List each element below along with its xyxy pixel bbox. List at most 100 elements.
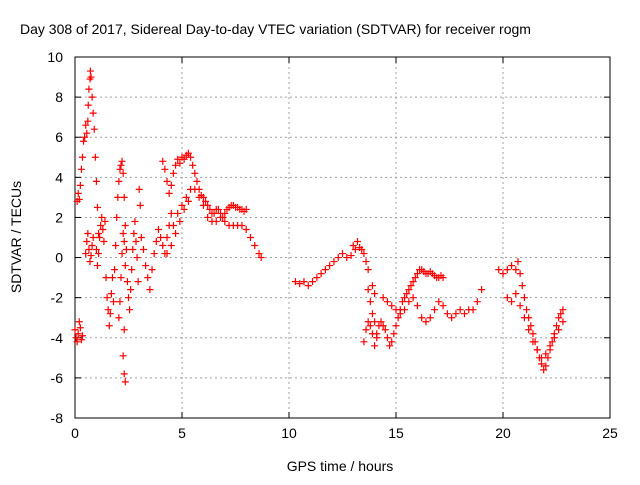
x-tick-label: 25 bbox=[602, 425, 618, 441]
data-point bbox=[381, 326, 389, 334]
data-point bbox=[132, 238, 140, 246]
data-point bbox=[117, 161, 125, 169]
data-point bbox=[403, 290, 411, 298]
data-point bbox=[80, 137, 88, 145]
data-point bbox=[448, 314, 456, 322]
data-point bbox=[113, 213, 121, 221]
data-point bbox=[193, 177, 201, 185]
data-point bbox=[409, 278, 417, 286]
data-point bbox=[334, 254, 342, 262]
data-point bbox=[84, 229, 92, 237]
data-point bbox=[366, 298, 374, 306]
data-point bbox=[78, 153, 86, 161]
data-point bbox=[104, 306, 112, 314]
data-point bbox=[242, 205, 250, 213]
y-tick-label: 0 bbox=[55, 250, 63, 266]
data-point bbox=[134, 278, 142, 286]
data-point bbox=[178, 201, 186, 209]
data-point bbox=[499, 270, 507, 278]
data-point bbox=[146, 286, 154, 294]
y-tick-label: 10 bbox=[47, 49, 63, 65]
data-point bbox=[95, 229, 103, 237]
data-point bbox=[107, 290, 115, 298]
data-point bbox=[191, 169, 199, 177]
data-point bbox=[364, 286, 372, 294]
data-point bbox=[169, 169, 177, 177]
data-point bbox=[371, 342, 379, 350]
data-point bbox=[139, 246, 147, 254]
data-point bbox=[326, 262, 334, 270]
data-point bbox=[77, 165, 85, 173]
data-point bbox=[362, 326, 370, 334]
data-point bbox=[174, 209, 182, 217]
data-point bbox=[123, 278, 131, 286]
data-point bbox=[137, 234, 145, 241]
data-point bbox=[255, 250, 263, 258]
data-point bbox=[83, 238, 91, 246]
data-point bbox=[221, 217, 229, 225]
data-point bbox=[559, 306, 567, 314]
data-point bbox=[105, 322, 113, 330]
y-tick-label: 4 bbox=[55, 169, 63, 185]
data-point bbox=[167, 181, 175, 189]
data-point bbox=[126, 306, 134, 314]
data-point bbox=[411, 274, 419, 282]
data-point bbox=[136, 201, 144, 209]
data-point bbox=[81, 133, 89, 141]
data-point bbox=[366, 322, 374, 330]
data-point bbox=[180, 155, 188, 163]
data-point bbox=[142, 262, 150, 270]
x-tick-label: 0 bbox=[71, 425, 79, 441]
data-point bbox=[401, 294, 409, 302]
data-point bbox=[77, 336, 85, 344]
data-point bbox=[152, 238, 160, 246]
data-point bbox=[174, 155, 182, 163]
data-point bbox=[92, 177, 100, 185]
data-point bbox=[108, 274, 116, 282]
data-point bbox=[76, 324, 84, 332]
data-point bbox=[83, 129, 91, 137]
data-point bbox=[121, 221, 129, 229]
data-point bbox=[87, 73, 95, 81]
data-point bbox=[114, 193, 122, 201]
data-point bbox=[439, 302, 447, 310]
data-point bbox=[360, 338, 368, 346]
x-tick-label: 10 bbox=[281, 425, 297, 441]
data-point bbox=[102, 274, 110, 282]
data-point bbox=[87, 252, 95, 260]
grid bbox=[75, 57, 610, 418]
data-point bbox=[116, 298, 124, 306]
data-point bbox=[169, 221, 177, 229]
data-point bbox=[204, 213, 212, 221]
data-point bbox=[540, 366, 548, 374]
data-point bbox=[120, 238, 128, 246]
data-point bbox=[559, 318, 567, 326]
data-point bbox=[456, 306, 464, 314]
data-point bbox=[435, 298, 443, 306]
data-point bbox=[478, 286, 486, 294]
data-point bbox=[82, 121, 90, 129]
data-point bbox=[358, 246, 366, 254]
data-point bbox=[548, 338, 556, 346]
data-point bbox=[163, 177, 171, 185]
data-point bbox=[101, 217, 109, 225]
data-point bbox=[99, 225, 107, 233]
data-point bbox=[508, 298, 516, 306]
data-point bbox=[85, 85, 93, 93]
data-point bbox=[309, 278, 317, 286]
data-point bbox=[163, 250, 171, 258]
data-point bbox=[159, 242, 167, 250]
data-point bbox=[373, 334, 381, 342]
data-point bbox=[148, 266, 156, 274]
data-point bbox=[206, 205, 214, 213]
x-tick-label: 20 bbox=[495, 425, 511, 441]
data-point bbox=[238, 221, 246, 229]
data-point bbox=[246, 234, 254, 241]
data-point bbox=[95, 250, 103, 258]
data-point bbox=[144, 274, 152, 282]
data-point bbox=[538, 360, 546, 368]
data-point bbox=[313, 274, 321, 282]
data-point bbox=[78, 332, 86, 340]
data-point bbox=[527, 322, 535, 330]
data-point bbox=[74, 189, 82, 197]
